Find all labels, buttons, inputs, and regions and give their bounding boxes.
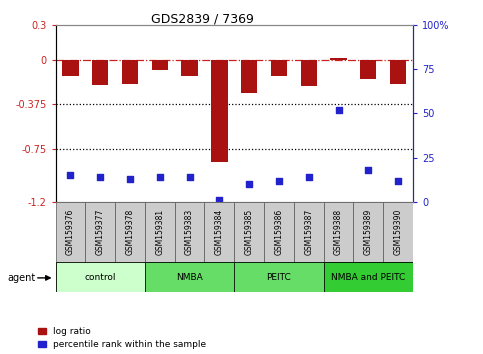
- Bar: [234, 262, 324, 292]
- Bar: [271, 60, 287, 75]
- Legend: log ratio, percentile rank within the sample: log ratio, percentile rank within the sa…: [38, 327, 206, 349]
- Bar: [234, 202, 264, 262]
- Bar: [330, 58, 347, 60]
- Text: GSM159381: GSM159381: [156, 209, 164, 255]
- Text: NMBA: NMBA: [176, 273, 203, 281]
- Text: GSM159378: GSM159378: [126, 209, 134, 255]
- Bar: [182, 60, 198, 75]
- Bar: [294, 202, 324, 262]
- Bar: [264, 202, 294, 262]
- Bar: [56, 202, 85, 262]
- Bar: [324, 262, 413, 292]
- Text: GSM159376: GSM159376: [66, 209, 75, 255]
- Point: [215, 197, 223, 203]
- Text: GSM159377: GSM159377: [96, 209, 105, 255]
- Text: agent: agent: [7, 273, 35, 283]
- Point: [185, 174, 193, 180]
- Point: [126, 176, 134, 182]
- Text: NMBA and PEITC: NMBA and PEITC: [331, 273, 405, 281]
- Bar: [204, 202, 234, 262]
- Point: [275, 178, 283, 183]
- Bar: [122, 60, 138, 84]
- Bar: [324, 202, 354, 262]
- Bar: [56, 262, 145, 292]
- Point: [67, 172, 74, 178]
- Bar: [360, 60, 376, 79]
- Text: GSM159386: GSM159386: [274, 209, 284, 255]
- Bar: [92, 60, 108, 85]
- Bar: [115, 202, 145, 262]
- Text: GSM159385: GSM159385: [245, 209, 254, 255]
- Point: [245, 181, 253, 187]
- Bar: [175, 202, 204, 262]
- Text: GSM159387: GSM159387: [304, 209, 313, 255]
- Bar: [383, 202, 413, 262]
- Text: control: control: [85, 273, 116, 281]
- Text: GSM159390: GSM159390: [394, 209, 402, 255]
- Point: [394, 178, 402, 183]
- Point: [156, 174, 164, 180]
- Text: GSM159389: GSM159389: [364, 209, 373, 255]
- Bar: [62, 60, 79, 75]
- Text: GSM159388: GSM159388: [334, 209, 343, 255]
- Bar: [354, 202, 383, 262]
- Point: [335, 107, 342, 113]
- Point: [97, 174, 104, 180]
- Text: GDS2839 / 7369: GDS2839 / 7369: [152, 12, 254, 25]
- Bar: [211, 60, 227, 162]
- Bar: [145, 262, 234, 292]
- Bar: [85, 202, 115, 262]
- Bar: [241, 60, 257, 93]
- Text: PEITC: PEITC: [267, 273, 291, 281]
- Bar: [390, 60, 406, 84]
- Bar: [300, 60, 317, 86]
- Text: GSM159383: GSM159383: [185, 209, 194, 255]
- Bar: [145, 202, 175, 262]
- Bar: [152, 60, 168, 70]
- Point: [364, 167, 372, 173]
- Text: GSM159384: GSM159384: [215, 209, 224, 255]
- Point: [305, 174, 313, 180]
